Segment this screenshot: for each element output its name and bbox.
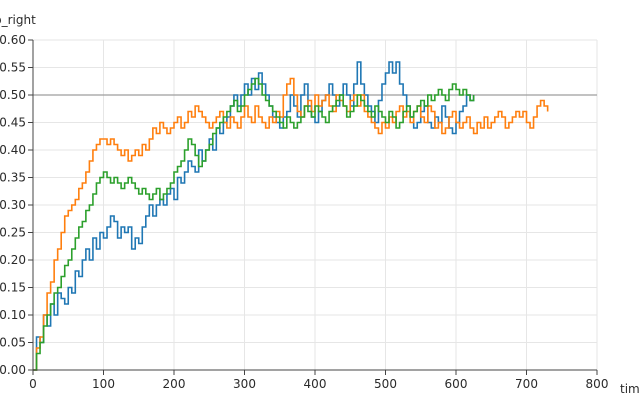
x-tick-label: 0: [29, 377, 37, 391]
y-tick-label: 0.30: [0, 198, 26, 212]
y-axis-label: p_right: [0, 13, 36, 27]
y-tick-label: 0.10: [0, 308, 26, 322]
grid-layer: [32, 39, 598, 371]
y-tick-label: 0.50: [0, 88, 26, 102]
series-layer: [33, 61, 549, 371]
x-tick-label: 200: [163, 377, 186, 391]
series-line-2: [33, 77, 549, 371]
x-axis-label: time: [620, 382, 640, 396]
x-tick-label: 800: [586, 377, 609, 391]
x-tick-label: 600: [445, 377, 468, 391]
y-tick-label: 0.35: [0, 171, 26, 185]
x-tick-label: 400: [304, 377, 327, 391]
x-tick-label: 700: [515, 377, 538, 391]
y-tick-label: 0.20: [0, 253, 26, 267]
y-tick-label: 0.15: [0, 281, 26, 295]
series-line-3: [33, 77, 475, 371]
y-tick-label: 0.05: [0, 336, 26, 350]
x-tick-label: 100: [92, 377, 115, 391]
y-tick-label: 0.55: [0, 61, 26, 75]
series-line-1: [33, 61, 475, 371]
x-tick-label: 500: [374, 377, 397, 391]
y-tick-label: 0.25: [0, 226, 26, 240]
y-tick-label: 0.45: [0, 116, 26, 130]
y-tick-label: 0.60: [0, 33, 26, 47]
y-tick-label: 0.00: [0, 363, 26, 377]
axis-layer: 0 100 200 300 400 500 600 700 800 0.00 0.05 0.10 0.1…: [0, 33, 608, 391]
y-tick-label: 0.40: [0, 143, 26, 157]
x-tick-label: 300: [233, 377, 256, 391]
